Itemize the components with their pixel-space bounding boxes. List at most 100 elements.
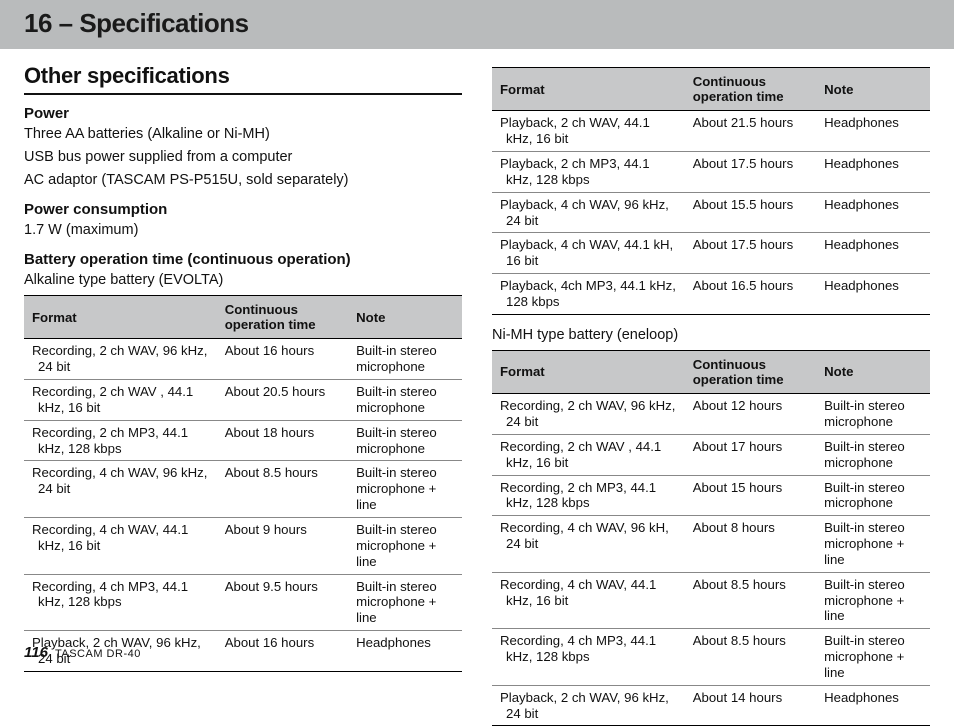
- cell-time: About 17.5 hours: [685, 233, 816, 274]
- th-time: Continuous operation time: [217, 296, 348, 339]
- table-row: Recording, 4 ch WAV, 96 kH, 24 bitAbout …: [492, 516, 930, 573]
- cell-note: Built-in stereo microphone + line: [816, 629, 930, 686]
- cell-time: About 8.5 hours: [685, 629, 816, 686]
- cell-format: Recording, 2 ch MP3, 44.1 kHz, 128 kbps: [492, 475, 685, 516]
- table-row: Playback, 2 ch WAV, 96 kHz, 24 bitAbout …: [492, 685, 930, 726]
- table-header-row: Format Continuous operation time Note: [492, 68, 930, 111]
- power-line: AC adaptor (TASCAM PS-P515U, sold separa…: [24, 170, 462, 191]
- cell-time: About 9.5 hours: [217, 574, 348, 631]
- cell-format: Playback, 4 ch WAV, 44.1 kH, 16 bit: [492, 233, 685, 274]
- cell-time: About 12 hours: [685, 394, 816, 435]
- cell-note: Headphones: [816, 152, 930, 193]
- cell-format: Recording, 4 ch WAV, 44.1 kHz, 16 bit: [492, 572, 685, 629]
- cell-format: Recording, 2 ch MP3, 44.1 kHz, 128 kbps: [24, 420, 217, 461]
- cell-note: Headphones: [816, 685, 930, 726]
- table-row: Recording, 2 ch WAV , 44.1 kHz, 16 bitAb…: [492, 434, 930, 475]
- page: 16 – Specifications Other specifications…: [0, 0, 954, 671]
- cell-format: Playback, 2 ch MP3, 44.1 kHz, 128 kbps: [492, 152, 685, 193]
- alkaline-caption: Alkaline type battery (EVOLTA): [24, 270, 462, 291]
- cell-time: About 8.5 hours: [685, 572, 816, 629]
- table-row: Recording, 4 ch WAV, 44.1 kHz, 16 bitAbo…: [492, 572, 930, 629]
- th-note: Note: [816, 350, 930, 393]
- page-footer: 116 TASCAM DR-40: [24, 644, 141, 661]
- cell-time: About 16 hours: [217, 339, 348, 380]
- cell-note: Built-in stereo microphone: [816, 394, 930, 435]
- cell-note: Built-in stereo microphone + line: [348, 461, 462, 518]
- alkaline-table-right: Format Continuous operation time Note Pl…: [492, 67, 930, 315]
- table-header-row: Format Continuous operation time Note: [492, 350, 930, 393]
- cell-format: Recording, 2 ch WAV, 96 kHz, 24 bit: [492, 394, 685, 435]
- power-body: Three AA batteries (Alkaline or Ni-MH) U…: [24, 124, 462, 191]
- page-number: 116: [24, 644, 48, 661]
- cell-time: About 17 hours: [685, 434, 816, 475]
- nimh-body: Recording, 2 ch WAV, 96 kHz, 24 bitAbout…: [492, 394, 930, 726]
- cell-format: Playback, 2 ch WAV, 96 kHz, 24 bit: [492, 685, 685, 726]
- table-row: Recording, 2 ch WAV, 96 kHz, 24 bitAbout…: [492, 394, 930, 435]
- power-consumption-value: 1.7 W (maximum): [24, 220, 462, 241]
- power-line: USB bus power supplied from a computer: [24, 147, 462, 168]
- chapter-title-bar: 16 – Specifications: [0, 0, 954, 49]
- cell-note: Built-in stereo microphone + line: [348, 574, 462, 631]
- nimh-caption: Ni-MH type battery (eneloop): [492, 325, 930, 346]
- power-consumption-heading: Power consumption: [24, 201, 462, 218]
- table-row: Recording, 2 ch MP3, 44.1 kHz, 128 kbpsA…: [24, 420, 462, 461]
- nimh-table: Format Continuous operation time Note Re…: [492, 350, 930, 726]
- right-column: Format Continuous operation time Note Pl…: [492, 63, 930, 726]
- cell-time: About 8 hours: [685, 516, 816, 573]
- table-row: Recording, 4 ch MP3, 44.1 kHz, 128 kbpsA…: [492, 629, 930, 686]
- cell-time: About 21.5 hours: [685, 111, 816, 152]
- cell-time: About 16.5 hours: [685, 274, 816, 315]
- cell-time: About 14 hours: [685, 685, 816, 726]
- alkaline-left-body: Recording, 2 ch WAV, 96 kHz, 24 bitAbout…: [24, 339, 462, 671]
- left-column: Other specifications Power Three AA batt…: [24, 63, 462, 726]
- cell-note: Headphones: [816, 274, 930, 315]
- alkaline-right-body: Playback, 2 ch WAV, 44.1 kHz, 16 bitAbou…: [492, 111, 930, 314]
- two-column-layout: Other specifications Power Three AA batt…: [24, 63, 930, 726]
- th-format: Format: [492, 350, 685, 393]
- cell-note: Built-in stereo microphone: [348, 420, 462, 461]
- table-row: Playback, 4 ch WAV, 44.1 kH, 16 bitAbout…: [492, 233, 930, 274]
- cell-time: About 18 hours: [217, 420, 348, 461]
- th-format: Format: [492, 68, 685, 111]
- cell-note: Built-in stereo microphone: [816, 434, 930, 475]
- cell-format: Playback, 4 ch WAV, 96 kHz, 24 bit: [492, 192, 685, 233]
- cell-note: Built-in stereo microphone + line: [348, 518, 462, 575]
- cell-format: Playback, 4ch MP3, 44.1 kHz, 128 kbps: [492, 274, 685, 315]
- table-row: Recording, 4 ch MP3, 44.1 kHz, 128 kbpsA…: [24, 574, 462, 631]
- cell-time: About 15 hours: [685, 475, 816, 516]
- cell-format: Recording, 4 ch WAV, 96 kH, 24 bit: [492, 516, 685, 573]
- table-row: Playback, 4 ch WAV, 96 kHz, 24 bitAbout …: [492, 192, 930, 233]
- table-row: Recording, 2 ch WAV , 44.1 kHz, 16 bitAb…: [24, 380, 462, 421]
- alkaline-table-left: Format Continuous operation time Note Re…: [24, 295, 462, 672]
- table-header-row: Format Continuous operation time Note: [24, 296, 462, 339]
- power-heading: Power: [24, 105, 462, 122]
- table-row: Playback, 2 ch WAV, 44.1 kHz, 16 bitAbou…: [492, 111, 930, 152]
- consumption-text: 1.7 W (maximum): [24, 220, 462, 241]
- cell-note: Headphones: [816, 192, 930, 233]
- th-note: Note: [816, 68, 930, 111]
- cell-format: Recording, 2 ch WAV , 44.1 kHz, 16 bit: [492, 434, 685, 475]
- battery-operation-heading: Battery operation time (continuous opera…: [24, 251, 462, 268]
- power-line: Three AA batteries (Alkaline or Ni-MH): [24, 124, 462, 145]
- cell-format: Recording, 2 ch WAV , 44.1 kHz, 16 bit: [24, 380, 217, 421]
- cell-format: Recording, 2 ch WAV, 96 kHz, 24 bit: [24, 339, 217, 380]
- table-row: Recording, 2 ch WAV, 96 kHz, 24 bitAbout…: [24, 339, 462, 380]
- cell-note: Headphones: [348, 631, 462, 672]
- product-model: TASCAM DR-40: [55, 648, 141, 660]
- cell-note: Built-in stereo microphone + line: [816, 516, 930, 573]
- th-time: Continuous operation time: [685, 68, 816, 111]
- cell-note: Built-in stereo microphone + line: [816, 572, 930, 629]
- cell-note: Headphones: [816, 233, 930, 274]
- table-row: Recording, 4 ch WAV, 96 kHz, 24 bitAbout…: [24, 461, 462, 518]
- table-row: Recording, 2 ch MP3, 44.1 kHz, 128 kbpsA…: [492, 475, 930, 516]
- cell-format: Recording, 4 ch WAV, 96 kHz, 24 bit: [24, 461, 217, 518]
- th-format: Format: [24, 296, 217, 339]
- cell-time: About 15.5 hours: [685, 192, 816, 233]
- cell-format: Recording, 4 ch MP3, 44.1 kHz, 128 kbps: [24, 574, 217, 631]
- cell-time: About 20.5 hours: [217, 380, 348, 421]
- th-note: Note: [348, 296, 462, 339]
- cell-note: Headphones: [816, 111, 930, 152]
- cell-note: Built-in stereo microphone: [348, 339, 462, 380]
- cell-time: About 9 hours: [217, 518, 348, 575]
- chapter-title: 16 – Specifications: [24, 8, 930, 39]
